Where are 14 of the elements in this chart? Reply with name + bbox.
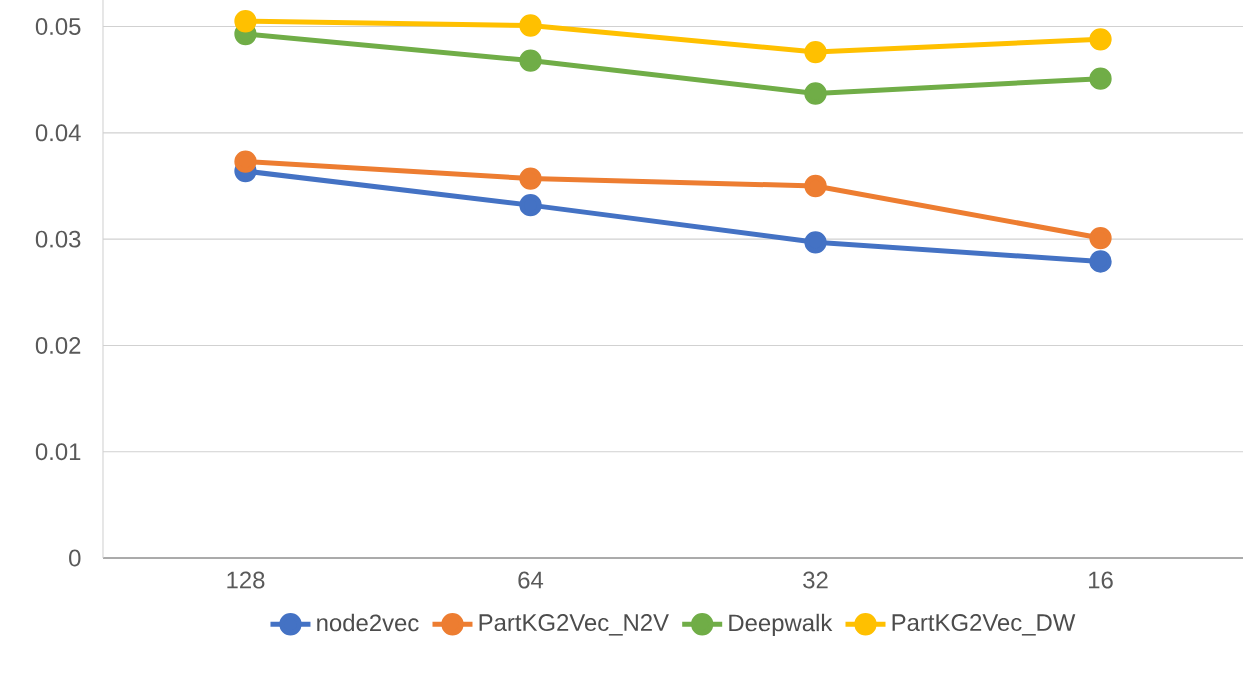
legend-label: Deepwalk (729, 613, 833, 637)
legend-label: node2vec (317, 613, 419, 632)
y-tick-label: 0.04 (35, 124, 81, 142)
x-tick-label: 32 (803, 571, 828, 589)
y-tick-label: 0.05 (35, 18, 81, 36)
y-tick-label: 0.02 (35, 336, 81, 354)
legend-label: PartKG2Vec_DW (892, 614, 1076, 636)
x-tick-label: 64 (518, 571, 544, 589)
legend-label: PartKG2Vec_N2V (479, 614, 669, 636)
y-tick-label: 0 (69, 549, 81, 567)
x-tick-label: 128 (227, 571, 265, 589)
x-tick-label: 16 (1089, 571, 1113, 589)
y-tick-label: 0.03 (35, 230, 81, 248)
y-tick-label: 0.01 (35, 443, 81, 461)
